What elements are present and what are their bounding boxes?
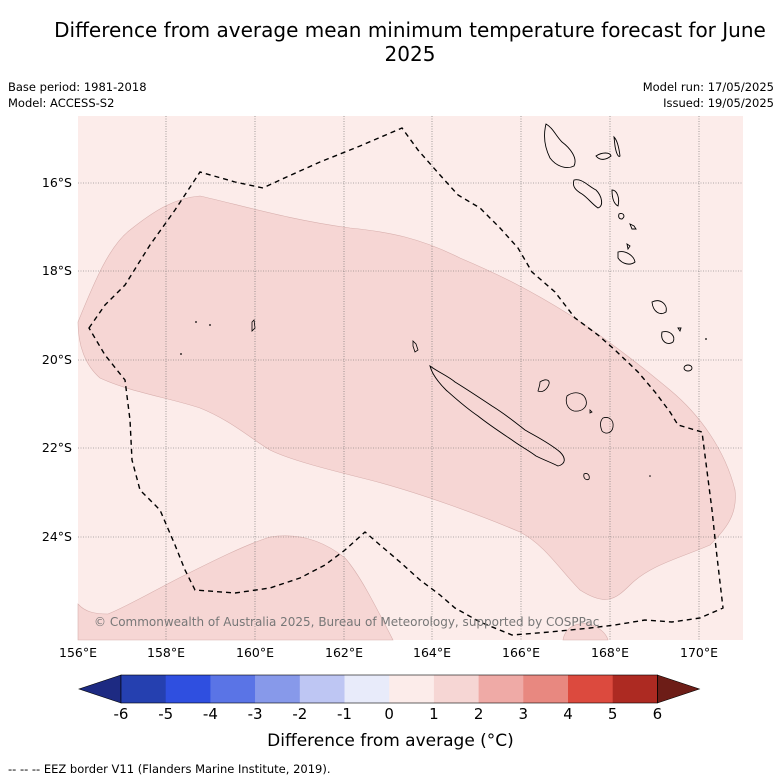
malekula-island (572, 179, 603, 209)
belep-islands (412, 340, 419, 353)
copyright-text: © Commonwealth of Australia 2025, Bureau… (94, 615, 599, 629)
colorbar-tick-label: 3 (518, 705, 529, 723)
colorbar-tick-label: 5 (607, 705, 618, 723)
lon-label-160e: 160°E (235, 645, 275, 660)
map-panel: © Commonwealth of Australia 2025, Bureau… (77, 116, 743, 641)
model-run-text: Model run: 17/05/2025 (642, 80, 774, 94)
mare-island (600, 417, 614, 434)
anomaly-region-1-2-southwest (77, 535, 394, 641)
colorbar-tick-label: 0 (384, 705, 394, 723)
reef-dot-1 (195, 321, 197, 323)
colorbar-segment (121, 675, 166, 703)
efate-main-island (617, 251, 636, 265)
meta-left: Base period: 1981-2018 Model: ACCESS-S2 (8, 79, 147, 111)
eez-legend-note: -- -- -- EEZ border V11 (Flanders Marine… (8, 762, 331, 776)
colorbar-tick-label: -5 (158, 705, 174, 723)
epi-island (618, 213, 625, 220)
colorbar-tick-label: 2 (473, 705, 484, 723)
lat-label-16s: 16°S (41, 175, 72, 190)
maewo-island (613, 135, 621, 157)
futuna-island (677, 327, 682, 333)
gridlines (78, 116, 743, 640)
colorbar-tick-label: 1 (429, 705, 439, 723)
colorbar-segment (255, 675, 301, 703)
colorbar-segment (568, 675, 613, 703)
lon-label-170e: 170°E (679, 645, 719, 660)
erromango-island (651, 300, 667, 314)
colorbar-segment (299, 675, 345, 703)
colorbar-tick-label: -4 (202, 705, 218, 723)
colorbar-tick-label: -1 (337, 705, 352, 723)
colorbar-tick-label: -3 (247, 705, 263, 723)
aneityum-island (683, 364, 693, 372)
lon-label-158e: 158°E (146, 645, 186, 660)
lifou-island (565, 392, 587, 412)
efate-island (626, 243, 631, 251)
lon-label-156e: 156°E (58, 645, 98, 660)
colorbar-segment (433, 675, 479, 703)
colorbar-frame (120, 674, 658, 704)
espiritu-santo-island (544, 123, 576, 169)
colorbar-arrow-low (78, 674, 122, 704)
isle-of-pines (583, 473, 590, 481)
meta-right: Model run: 17/05/2025 Issued: 19/05/2025 (643, 79, 774, 111)
colorbar-segment (478, 675, 524, 703)
lon-label-162e: 162°E (324, 645, 364, 660)
base-period-text: Base period: 1981-2018 (8, 80, 147, 94)
colorbar-arrow-high (657, 674, 701, 704)
colorbar-tick-label: 4 (563, 705, 573, 723)
walpole-island (649, 475, 651, 477)
colorbar-segment (523, 675, 569, 703)
tiga-island (589, 409, 593, 414)
ouvea-island (537, 379, 550, 392)
reef-dot-3 (180, 353, 182, 355)
lat-label-18s: 18°S (41, 263, 72, 278)
colorbar-tick-label: -2 (292, 705, 308, 723)
colorbar-segment (389, 675, 435, 703)
lat-label-24s: 24°S (41, 529, 72, 544)
aniwa-island (705, 338, 707, 340)
colorbar (78, 674, 701, 704)
anomaly-region-1-2-south (562, 623, 609, 641)
pentecost-island (611, 189, 620, 207)
lat-label-22s: 22°S (41, 440, 72, 455)
tanna-island (661, 331, 675, 344)
lon-label-164e: 164°E (412, 645, 452, 660)
issued-text: Issued: 19/05/2025 (663, 96, 774, 110)
eez-border (88, 127, 724, 636)
lat-label-20s: 20°S (41, 352, 72, 367)
page-title: Difference from average mean minimum tem… (54, 18, 766, 66)
colorbar-title: Difference from average (°C) (267, 731, 514, 751)
reef-dot-2 (209, 324, 211, 326)
colorbar-segment (210, 675, 256, 703)
chesterfield-islands (251, 319, 256, 332)
colorbar-tick-label: 6 (652, 705, 663, 723)
colorbar-segment (165, 675, 211, 703)
colorbar-tick-label: -6 (113, 705, 129, 723)
lon-label-168e: 168°E (590, 645, 630, 660)
new-caledonia-island (429, 364, 565, 467)
lon-label-166e: 166°E (501, 645, 541, 660)
ambae-island (595, 152, 612, 160)
colorbar-segment (612, 675, 658, 703)
model-text: Model: ACCESS-S2 (8, 96, 115, 110)
shepherd-islands (629, 223, 637, 230)
anomaly-region-1-2-main (77, 195, 736, 600)
colorbar-segment (344, 675, 390, 703)
